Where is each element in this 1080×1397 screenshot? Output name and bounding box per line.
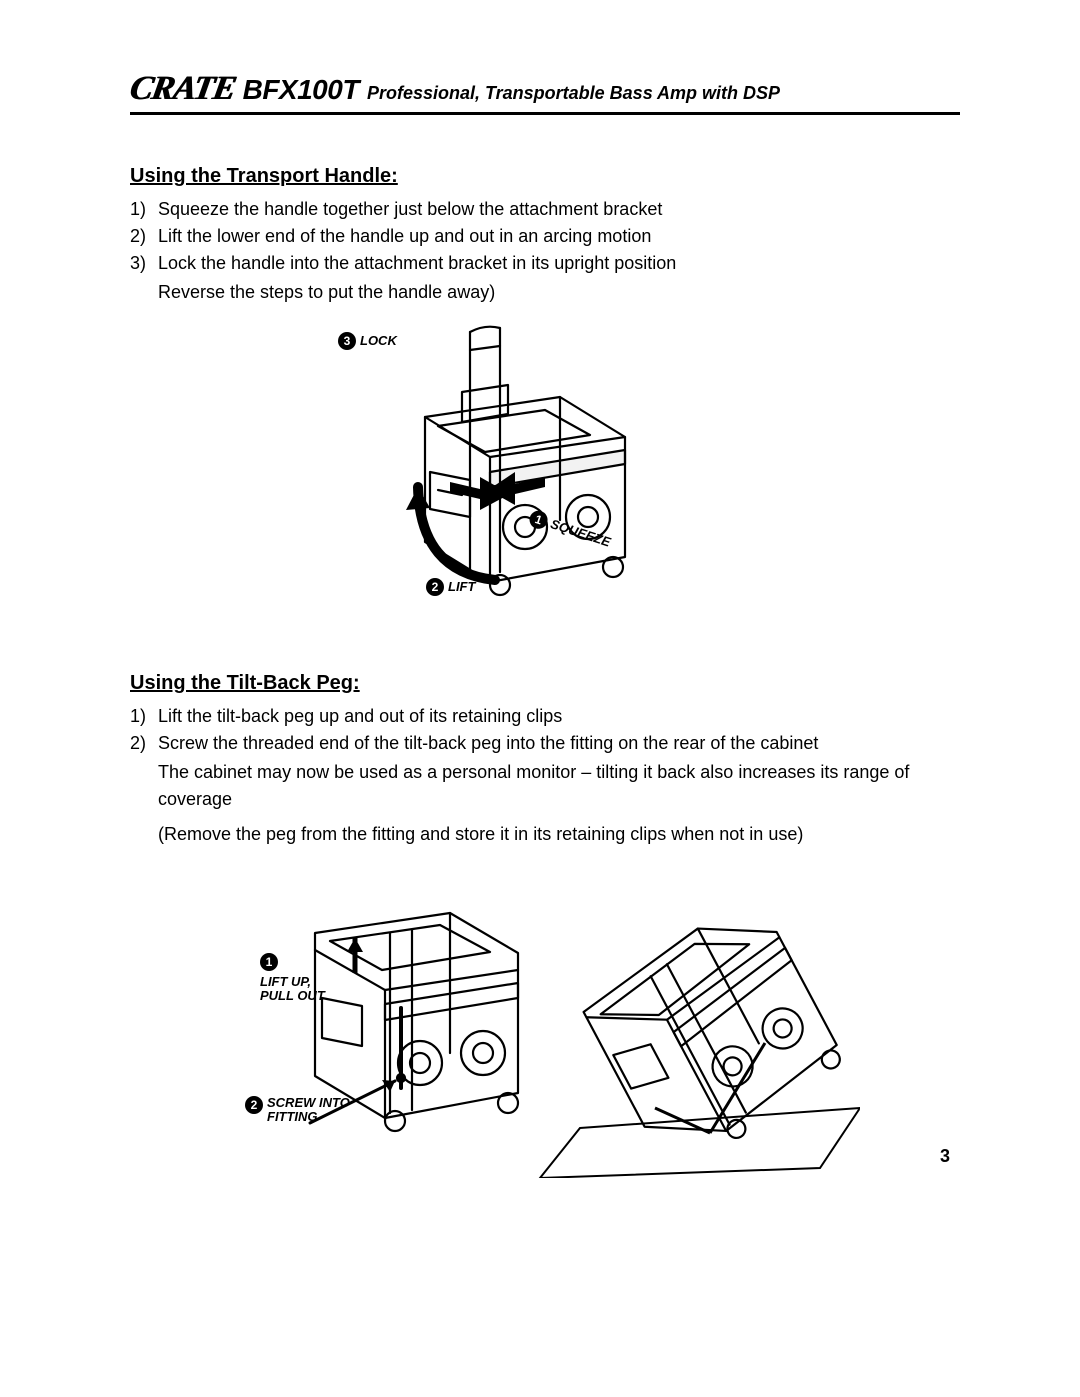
page-number: 3	[940, 1146, 950, 1167]
step-text: Lock the handle into the attachment brac…	[158, 250, 960, 277]
step-number: 1)	[130, 703, 158, 730]
step-2: 2) Lift the lower end of the handle up a…	[130, 223, 960, 250]
step-note: Reverse the steps to put the handle away…	[158, 279, 960, 306]
step-2: 2) Screw the threaded end of the tilt-ba…	[130, 730, 960, 757]
callout-label: LIFT	[448, 580, 475, 594]
page-header: CRATE BFX100T Professional, Transportabl…	[130, 70, 960, 115]
step-note: The cabinet may now be used as a persona…	[158, 759, 960, 813]
section-heading-transport-handle: Using the Transport Handle:	[130, 165, 960, 188]
step-1: 1) Lift the tilt-back peg up and out of …	[130, 703, 960, 730]
figure-tilt-back: 1 LIFT UP, PULL OUT 2 SCREW INTO FITTING	[190, 878, 860, 1178]
callout-label: SCREW INTO FITTING	[267, 1096, 350, 1123]
step-text: Lift the lower end of the handle up and …	[158, 223, 960, 250]
step-number: 1)	[130, 196, 158, 223]
callout-lock: 3 LOCK	[338, 332, 397, 350]
figure-transport-handle: 3 LOCK 2 LIFT 1 SQUEEZE	[330, 322, 660, 612]
step-text: Squeeze the handle together just below t…	[158, 196, 960, 223]
callout-number-icon: 1	[260, 953, 278, 971]
callout-number-icon: 2	[245, 1096, 263, 1114]
step-number: 3)	[130, 250, 158, 277]
step-number: 2)	[130, 730, 158, 757]
product-subtitle: Professional, Transportable Bass Amp wit…	[367, 83, 780, 104]
callout-label: LOCK	[360, 334, 397, 348]
step-number: 2)	[130, 223, 158, 250]
section-heading-tilt-back: Using the Tilt-Back Peg:	[130, 672, 960, 695]
step-1: 1) Squeeze the handle together just belo…	[130, 196, 960, 223]
callout-number-icon: 2	[426, 578, 444, 596]
callout-lift-up: 1 LIFT UP, PULL OUT	[260, 953, 325, 1002]
callout-label: LIFT UP, PULL OUT	[260, 975, 325, 1002]
callout-lift: 2 LIFT	[426, 578, 475, 596]
step-3: 3) Lock the handle into the attachment b…	[130, 250, 960, 277]
model-number: BFX100T	[243, 74, 359, 106]
callout-screw: 2 SCREW INTO FITTING	[245, 1096, 350, 1123]
tilt-back-steps: 1) Lift the tilt-back peg up and out of …	[130, 703, 960, 848]
callout-number-icon: 3	[338, 332, 356, 350]
step-text: Lift the tilt-back peg up and out of its…	[158, 703, 960, 730]
transport-handle-steps: 1) Squeeze the handle together just belo…	[130, 196, 960, 306]
brand-logo: CRATE	[127, 70, 238, 108]
step-note: (Remove the peg from the fitting and sto…	[158, 821, 960, 848]
step-text: Screw the threaded end of the tilt-back …	[158, 730, 960, 757]
